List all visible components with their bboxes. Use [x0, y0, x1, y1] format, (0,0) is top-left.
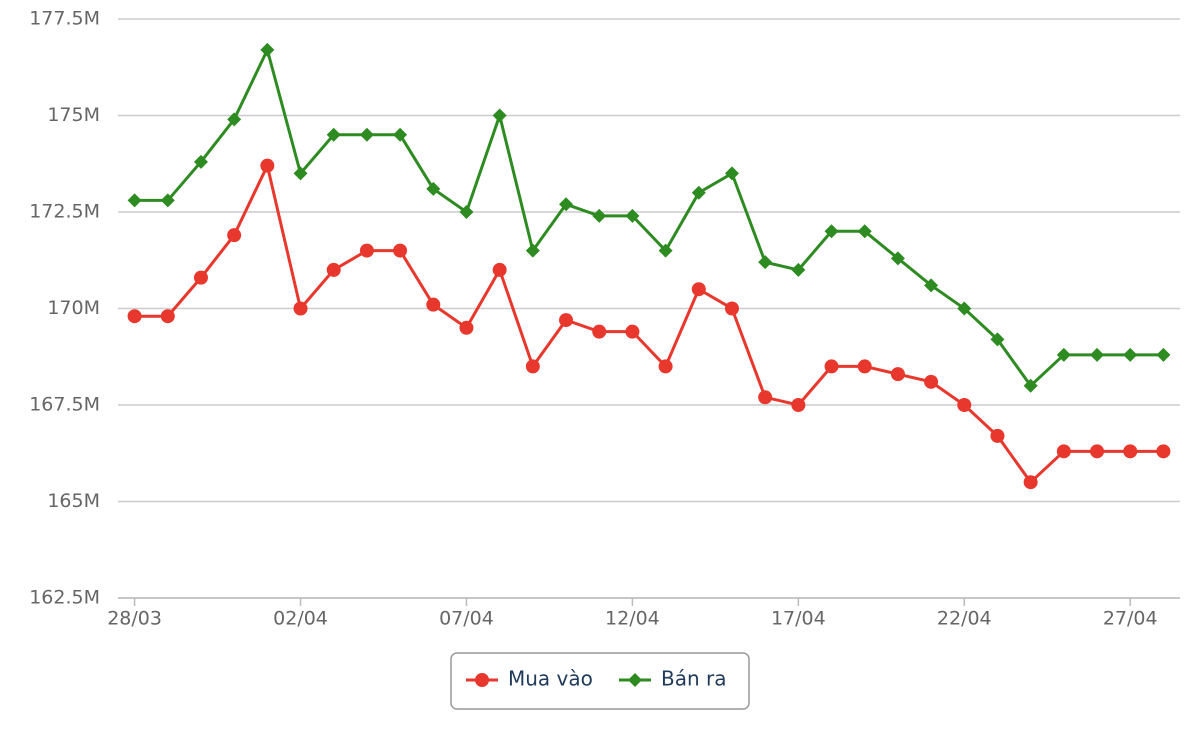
data-point [824, 224, 839, 239]
data-point [559, 197, 574, 212]
data-point [193, 154, 208, 169]
x-tick-label: 12/04 [605, 608, 660, 630]
data-point [724, 301, 739, 316]
data-point [724, 166, 739, 181]
data-point [1023, 475, 1038, 490]
data-point [359, 127, 374, 142]
data-point [160, 309, 175, 324]
x-tick-label: 07/04 [439, 608, 494, 630]
data-point [359, 243, 374, 258]
data-point [791, 262, 806, 277]
y-tick-label: 167.5M [29, 394, 100, 416]
data-point [990, 332, 1005, 347]
data-point [393, 127, 408, 142]
y-tick-label: 170M [47, 297, 100, 319]
data-point [127, 309, 142, 324]
data-point [1056, 347, 1071, 362]
data-point [127, 193, 142, 208]
data-point [658, 359, 673, 374]
data-point [658, 243, 673, 258]
data-point [957, 398, 972, 412]
data-point [559, 313, 574, 328]
data-point [791, 398, 806, 412]
y-tick-label: 172.5M [29, 201, 100, 223]
data-point [857, 224, 872, 239]
data-point [393, 243, 408, 258]
data-point [824, 359, 839, 374]
data-point [592, 324, 607, 339]
x-tick-label: 22/04 [937, 608, 992, 630]
data-point [492, 108, 507, 123]
data-point [890, 251, 905, 266]
data-point [890, 367, 905, 382]
data-point [691, 185, 706, 200]
data-point [1023, 378, 1038, 393]
data-point [326, 262, 341, 277]
legend-marker [628, 673, 642, 687]
legend-label[interactable]: Bán ra [661, 667, 727, 691]
data-point [260, 158, 275, 173]
data-point [625, 324, 640, 339]
data-point [160, 193, 175, 208]
legend-box [450, 652, 750, 710]
data-point [1156, 444, 1171, 459]
data-point [459, 320, 474, 335]
data-point [492, 262, 507, 277]
legend-marker [475, 673, 489, 687]
data-point [1123, 444, 1138, 459]
data-point [525, 359, 540, 374]
y-tick-label: 177.5M [29, 8, 100, 30]
x-tick-label: 27/04 [1103, 608, 1158, 630]
data-point [1123, 347, 1138, 362]
x-tick-label: 28/03 [107, 608, 162, 630]
y-tick-label: 162.5M [29, 587, 100, 609]
series-line [134, 45, 1164, 388]
x-tick-label: 17/04 [771, 608, 826, 630]
data-point [1056, 444, 1071, 459]
data-point [459, 205, 474, 219]
data-point [1090, 347, 1105, 362]
y-tick-label: 165M [47, 490, 100, 512]
data-point [426, 297, 441, 312]
data-point [1156, 347, 1171, 362]
data-point [957, 301, 972, 316]
data-point [625, 208, 640, 223]
data-point [758, 255, 773, 270]
series-line [134, 161, 1164, 485]
data-point [193, 270, 208, 285]
data-point [227, 228, 242, 243]
y-tick-label: 175M [47, 104, 100, 126]
data-point [924, 374, 939, 389]
data-point [691, 282, 706, 297]
data-point [924, 278, 939, 293]
data-point [293, 166, 308, 181]
data-point [525, 243, 540, 258]
data-point [857, 359, 872, 374]
data-point [426, 181, 441, 196]
data-point [990, 428, 1005, 443]
data-point [1090, 444, 1105, 459]
data-point [758, 390, 773, 405]
x-tick-label: 02/04 [273, 608, 328, 630]
legend-label[interactable]: Mua vào [508, 667, 593, 691]
data-point [326, 127, 341, 142]
data-point [592, 208, 607, 223]
data-point [227, 112, 242, 127]
data-point [293, 301, 308, 316]
data-point [260, 42, 275, 57]
